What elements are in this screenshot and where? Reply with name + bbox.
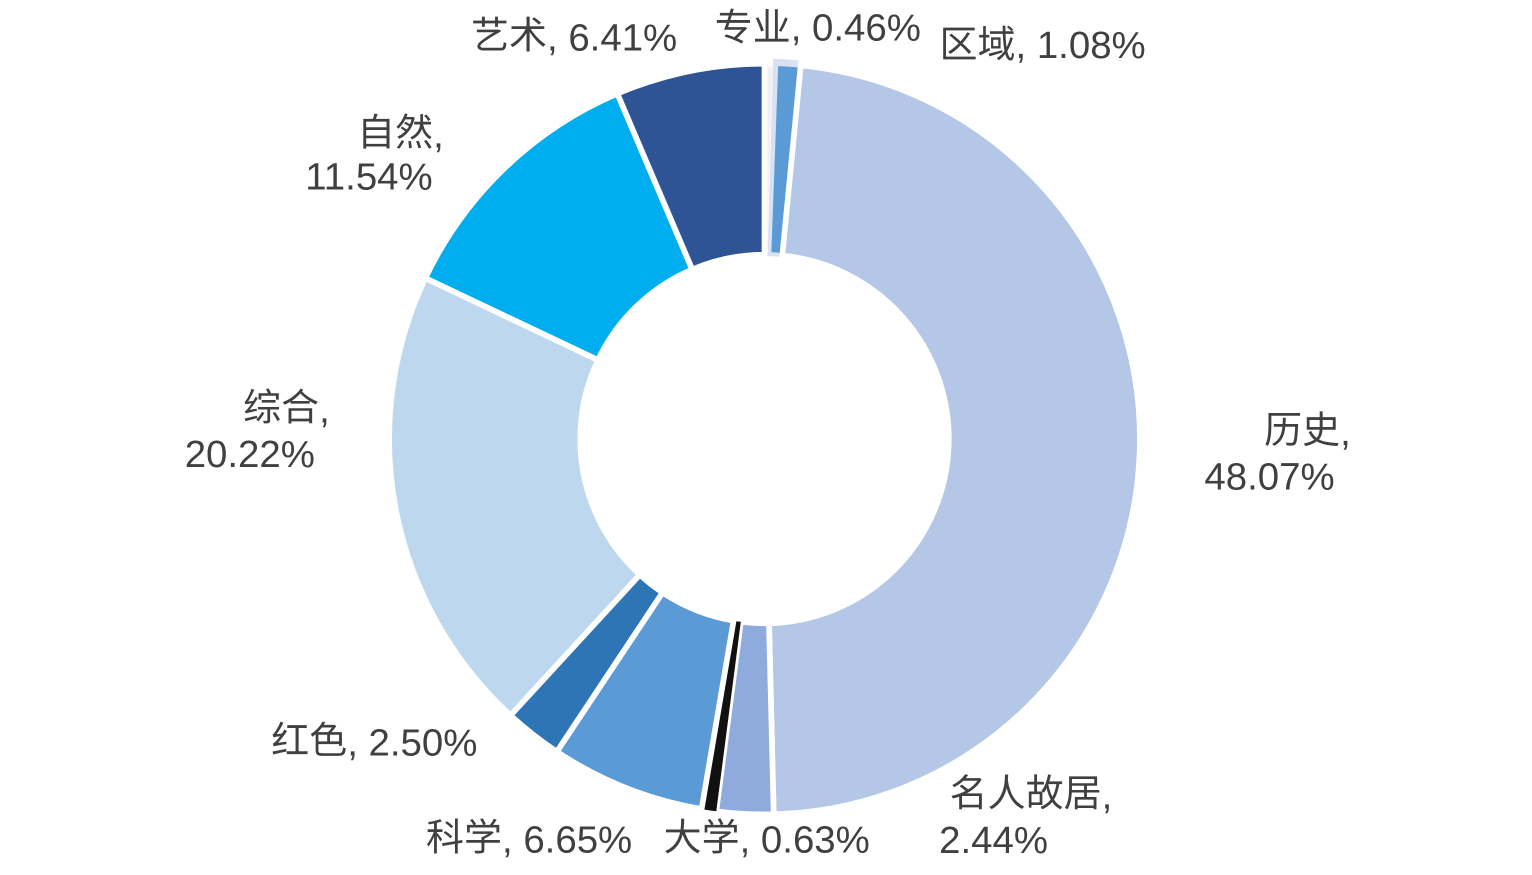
svg-text:2.44%: 2.44% bbox=[939, 819, 1048, 862]
svg-text:,: , bbox=[319, 389, 330, 432]
svg-text:20.22%: 20.22% bbox=[185, 433, 315, 476]
svg-text:, 6.65%: , 6.65% bbox=[502, 819, 632, 862]
svg-text:, 0.46%: , 0.46% bbox=[791, 7, 921, 50]
svg-text:11.54%: 11.54% bbox=[305, 156, 432, 199]
svg-text:, 1.08%: , 1.08% bbox=[1016, 24, 1146, 67]
svg-text:, 6.41%: , 6.41% bbox=[547, 17, 677, 60]
svg-text:48.07%: 48.07% bbox=[1204, 456, 1334, 499]
svg-text:, 2.50%: , 2.50% bbox=[347, 722, 477, 765]
svg-text:,: , bbox=[1340, 411, 1351, 454]
svg-text:,: , bbox=[1102, 774, 1113, 817]
svg-text:, 0.63%: , 0.63% bbox=[740, 819, 870, 862]
svg-text:,: , bbox=[433, 114, 444, 157]
